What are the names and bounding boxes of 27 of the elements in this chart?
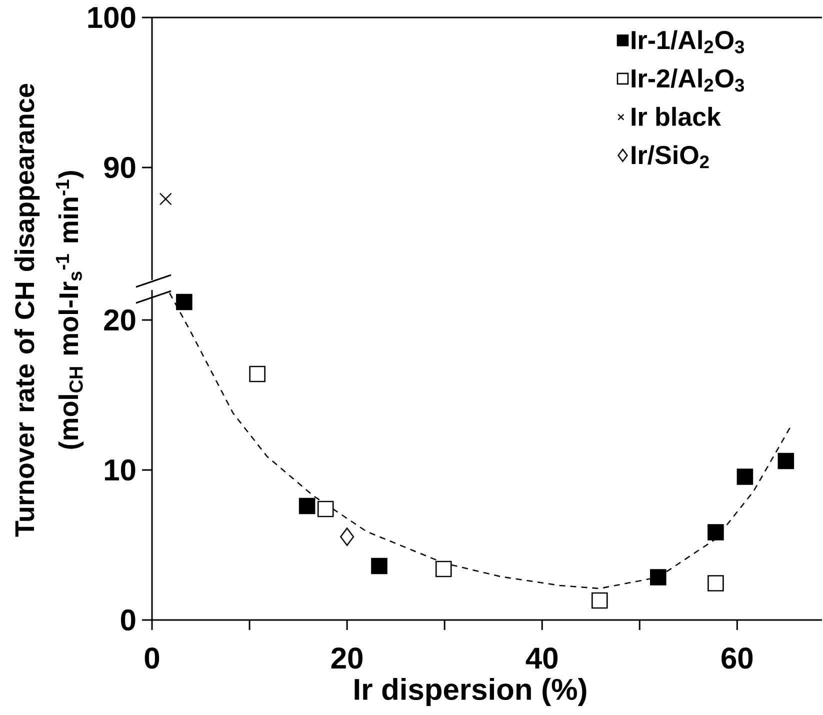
x-tick-label: 0 — [144, 648, 160, 669]
y-tick-label: 0 — [120, 609, 136, 631]
point — [340, 528, 354, 546]
point — [778, 452, 794, 470]
point — [591, 592, 608, 609]
x-tick-label: 40 — [526, 648, 558, 669]
x-tick-label: 60 — [722, 648, 753, 669]
point — [176, 294, 192, 310]
point — [708, 524, 724, 540]
y-tick-label: 10 — [104, 459, 136, 481]
x-axis-title: Ir dispersion (%) — [354, 678, 586, 706]
y-tick-label: 100 — [88, 6, 136, 28]
point — [249, 366, 266, 382]
point — [650, 569, 666, 586]
point — [317, 500, 334, 518]
legend-label: Ir-2/Al$_{2}$O$_{3}$ — [632, 68, 744, 92]
point — [435, 560, 452, 578]
point — [708, 575, 724, 592]
legend-label: Ir/SiO$_{2}$ — [632, 145, 709, 168]
legend-label: Ir-1/Al$_{2}$O$_{3}$ — [632, 30, 744, 54]
point — [298, 498, 316, 514]
y-tick-label: 90 — [104, 156, 136, 178]
point — [371, 558, 388, 574]
text: Ir black — [632, 106, 722, 126]
y-tick-label: 20 — [104, 309, 136, 331]
point — [736, 468, 754, 485]
x-tick-label: 20 — [331, 648, 362, 669]
